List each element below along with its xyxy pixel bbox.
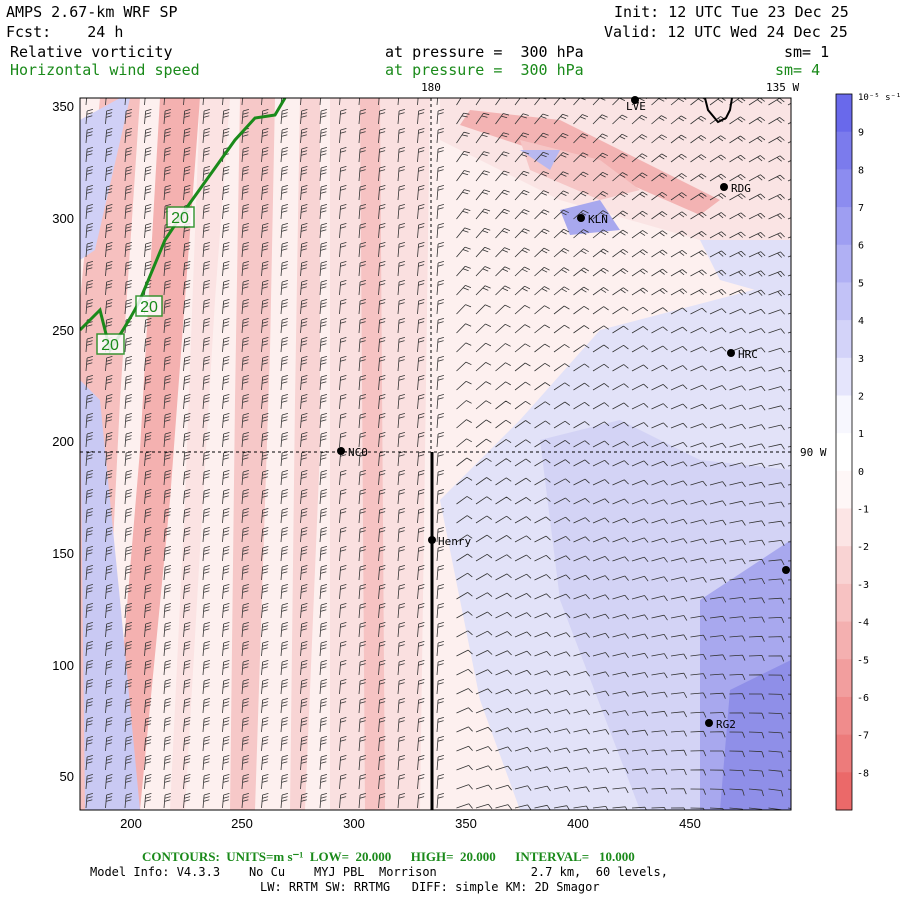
colorbar-label: 6 [858, 241, 864, 252]
physics-info: LW: RRTM SW: RRTMG DIFF: simple KM: 2D S… [260, 880, 600, 894]
colorbar-labels: 9 8 7 6 5 4 3 2 1 0 -1 -2 -3 -4 -5 -6 -7 -8 [857, 128, 869, 780]
station-label: HRC [738, 348, 758, 361]
y-tick-label: 200 [52, 434, 74, 449]
colorbar-label: 0 [858, 467, 864, 478]
colorbar-segment [836, 546, 852, 585]
valid-time: Valid: 12 UTC Wed 24 Dec 25 [604, 23, 848, 41]
colorbar-segment [836, 169, 852, 208]
colorbar-label: 3 [858, 354, 864, 365]
colorbar-label: 9 [858, 128, 864, 139]
colorbar-unit: 10⁻⁵ s⁻¹ [858, 93, 900, 103]
colorbar-segment [836, 207, 852, 246]
colorbar-label: -2 [857, 542, 869, 553]
field1-level: at pressure = 300 hPa [385, 43, 584, 61]
x-tick-label: 450 [679, 816, 701, 831]
field2-level: at pressure = 300 hPa [385, 61, 584, 79]
y-tick-label: 100 [52, 658, 74, 673]
colorbar-segment [836, 131, 852, 170]
y-tick-label: 250 [52, 323, 74, 338]
colorbar-segment [836, 395, 852, 434]
contour-labels: 20 20 20 [96, 206, 195, 355]
colorbar-segment [836, 696, 852, 736]
colorbar-label: 5 [858, 278, 864, 289]
colorbar-segment [836, 320, 852, 359]
colorbar-segment [836, 734, 852, 773]
station-label: LVE [626, 100, 646, 113]
station-label: RDG [731, 182, 751, 195]
colorbar-frame [835, 93, 853, 811]
contour-label: 20 [171, 210, 189, 227]
meridian-label: 180 [421, 81, 441, 94]
station-label: NCO [348, 446, 368, 459]
colorbar-label: -3 [857, 580, 869, 591]
colorbar [835, 93, 853, 811]
station-label: Henry [438, 535, 471, 548]
colorbar-segment [836, 94, 852, 133]
contour-info: CONTOURS: UNITS=m s⁻¹ LOW= 20.000 HIGH= … [142, 849, 635, 864]
field1-name: Relative vorticity [10, 43, 173, 61]
lon-labels: 180 135 W 90 W [421, 81, 827, 459]
colorbar-segment [836, 282, 852, 321]
x-tick-label: 350 [455, 816, 477, 831]
contour-label: 20 [101, 337, 119, 354]
colorbar-segment [836, 433, 852, 472]
y-tick-label: 150 [52, 546, 74, 561]
model-title: AMPS 2.67-km WRF SP [6, 3, 178, 21]
colorbar-label: -4 [857, 618, 869, 629]
x-tick-label: 250 [231, 816, 253, 831]
colorbar-label: 4 [858, 316, 864, 327]
lon-label-right: 90 W [800, 446, 827, 459]
colorbar-label: -6 [857, 693, 869, 704]
station-label: RG2 [716, 718, 736, 731]
colorbar-segment [836, 659, 852, 698]
coastline [704, 97, 733, 124]
colorbar-label: -5 [857, 655, 869, 666]
vorticity-field [80, 98, 791, 810]
x-tick-label: 200 [120, 816, 142, 831]
forecast-hour: Fcst: 24 h [6, 23, 124, 41]
contour-label: 20 [140, 299, 158, 316]
x-tick-label: 400 [567, 816, 589, 831]
colorbar-segment [836, 357, 852, 396]
colorbar-label: 2 [858, 391, 864, 402]
colorbar-segment [836, 244, 852, 283]
colorbar-segment [836, 470, 852, 510]
colorbar-segment [836, 508, 852, 547]
colorbar-segment [836, 772, 852, 811]
model-info: Model Info: V4.3.3 No Cu MYJ PBL Morriso… [90, 865, 668, 879]
colorbar-segment [836, 583, 852, 623]
station-marker [782, 566, 790, 574]
init-time: Init: 12 UTC Tue 23 Dec 25 [614, 3, 849, 21]
y-tick-label: 50 [60, 769, 74, 784]
colorbar-segment [836, 621, 852, 660]
colorbar-label: -7 [857, 731, 869, 742]
colorbar-label: 8 [858, 165, 864, 176]
colorbar-label: -1 [857, 505, 869, 516]
y-tick-label: 350 [52, 99, 74, 114]
y-tick-label: 300 [52, 211, 74, 226]
colorbar-label: 7 [858, 203, 864, 214]
field2-name: Horizontal wind speed [10, 61, 200, 79]
x-axis: 200 250 300 350 400 450 [120, 816, 701, 831]
x-tick-label: 300 [343, 816, 365, 831]
station-label: KLN [588, 213, 608, 226]
field2-smoothing: sm= 4 [775, 61, 821, 79]
stations: LVE RDG KLN HRC NCO Henry RG2 [337, 96, 790, 731]
colorbar-label: -8 [857, 768, 869, 779]
field1-smoothing: sm= 1 [784, 43, 830, 61]
colorbar-label: 1 [858, 429, 864, 440]
lon-label-top: 135 W [766, 81, 799, 94]
plot-frame [79, 97, 792, 811]
y-axis: 350 300 250 200 150 100 50 [52, 99, 74, 784]
